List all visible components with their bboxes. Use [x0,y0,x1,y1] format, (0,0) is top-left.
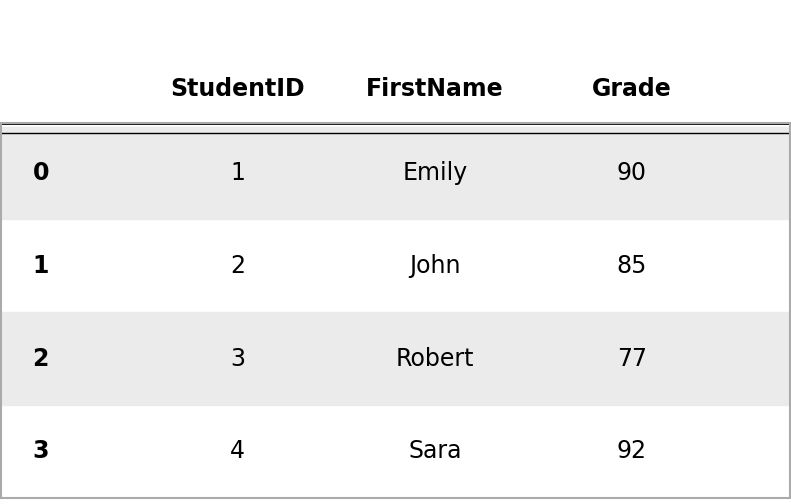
Text: 92: 92 [617,439,647,463]
Text: FirstName: FirstName [366,77,504,101]
Text: 2: 2 [32,347,49,370]
Text: Sara: Sara [408,439,462,463]
Text: 90: 90 [617,161,647,185]
Text: 77: 77 [617,347,647,370]
Text: Emily: Emily [403,161,467,185]
Text: 1: 1 [32,254,49,278]
Text: 3: 3 [32,439,49,463]
Text: 1: 1 [230,161,245,185]
Text: Robert: Robert [396,347,474,370]
Text: John: John [409,254,460,278]
Text: 4: 4 [230,439,245,463]
Text: 85: 85 [617,254,647,278]
Bar [2,122,789,497]
Text: 3: 3 [230,347,245,370]
Text: 0: 0 [32,161,49,185]
Bar [2,312,789,405]
Bar [2,127,789,219]
Text: StudentID: StudentID [171,77,305,101]
Text: Grade: Grade [592,77,672,101]
Text: 2: 2 [230,254,245,278]
